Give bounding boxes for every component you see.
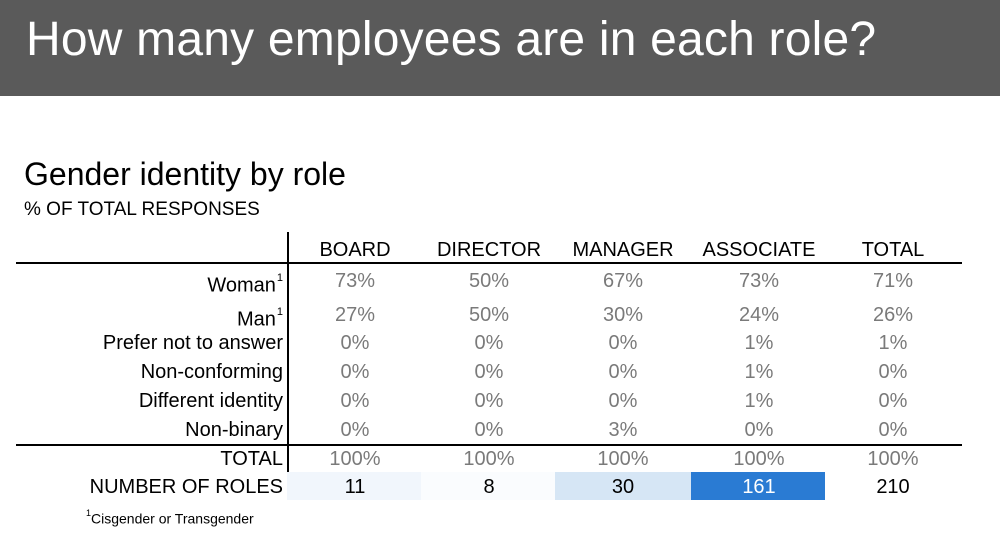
roles-row-label: NUMBER OF ROLES xyxy=(89,476,283,498)
total-cell: 100% xyxy=(867,448,919,470)
table-cell: 73% xyxy=(334,270,376,292)
column-header-board: BOARD xyxy=(319,239,391,261)
table-cell: 0% xyxy=(474,361,504,383)
page-title: How many employees are in each role? xyxy=(26,13,877,66)
table-cell: 0% xyxy=(340,419,370,441)
table-cell: 0% xyxy=(340,390,370,412)
heat-cell xyxy=(555,472,691,500)
roles-count-cell: 30 xyxy=(611,476,635,498)
section-title: Gender identity by role xyxy=(24,156,346,192)
table-cell: 0% xyxy=(474,419,504,441)
table-cell: 0% xyxy=(608,361,638,383)
total-cell: 100% xyxy=(463,448,515,470)
table-cell: 0% xyxy=(340,361,370,383)
table-cell: 71% xyxy=(872,270,914,292)
table-cell: 0% xyxy=(608,390,638,412)
table-cell: 50% xyxy=(468,304,510,326)
row-label: Prefer not to answer xyxy=(103,331,283,355)
heat-cell xyxy=(825,472,961,500)
row-label: Non-conforming xyxy=(141,360,283,384)
table-vertical-divider xyxy=(287,232,289,500)
roles-count-cell: 210 xyxy=(876,476,910,498)
column-header-total: TOTAL xyxy=(861,239,925,261)
column-header-manager: MANAGER xyxy=(572,239,674,261)
column-header-associate: ASSOCIATE xyxy=(702,239,816,261)
table-cell: 1% xyxy=(744,361,774,383)
table-cell: 0% xyxy=(878,419,908,441)
section-subtitle: % OF TOTAL RESPONSES xyxy=(24,199,260,220)
column-header-director: DIRECTOR xyxy=(436,239,542,261)
row-label-text: Man xyxy=(236,308,276,331)
table-cell: 24% xyxy=(738,304,780,326)
roles-count-cell: 161 xyxy=(742,476,776,498)
footnote-marker: 1 xyxy=(276,306,283,318)
footnote-marker: 1 xyxy=(86,508,92,518)
row-label: Different identity xyxy=(139,389,283,413)
heat-cell xyxy=(691,472,827,500)
table-cell: 67% xyxy=(602,270,644,292)
row-label: Woman1 xyxy=(207,269,283,298)
row-label-text: Non-conforming xyxy=(140,361,283,383)
table-cell: 0% xyxy=(878,361,908,383)
title-banner: How many employees are in each role? xyxy=(0,0,1000,96)
total-cell: 100% xyxy=(597,448,649,470)
table-cell: 1% xyxy=(744,390,774,412)
table-cell: 26% xyxy=(872,304,914,326)
row-label-text: Different identity xyxy=(138,390,283,412)
row-label-text: Prefer not to answer xyxy=(102,332,283,354)
table-cell: 0% xyxy=(340,332,370,354)
footnote-text: Cisgender or Transgender xyxy=(91,510,254,527)
table-cell: 3% xyxy=(608,419,638,441)
row-label: Non-binary xyxy=(185,418,283,442)
table-cell: 0% xyxy=(878,390,908,412)
total-divider xyxy=(16,444,962,446)
row-label: Man1 xyxy=(237,303,283,332)
total-cell: 100% xyxy=(329,448,381,470)
row-label-text: Woman xyxy=(207,274,276,297)
heat-cell xyxy=(287,472,423,500)
footnote: 1Cisgender or Transgender xyxy=(86,508,254,527)
roles-count-cell: 8 xyxy=(483,476,495,498)
header-divider xyxy=(16,262,962,264)
table-cell: 0% xyxy=(474,390,504,412)
heat-cell xyxy=(421,472,557,500)
table-cell: 27% xyxy=(334,304,376,326)
table-cell: 1% xyxy=(744,332,774,354)
table-cell: 0% xyxy=(474,332,504,354)
table-cell: 30% xyxy=(602,304,644,326)
row-label-text: Non-binary xyxy=(185,419,283,441)
table-cell: 0% xyxy=(744,419,774,441)
roles-count-cell: 11 xyxy=(344,476,366,498)
total-row-label: TOTAL xyxy=(220,448,283,470)
footnote-marker: 1 xyxy=(276,272,283,284)
table-cell: 73% xyxy=(738,270,780,292)
table-cell: 0% xyxy=(608,332,638,354)
total-cell: 100% xyxy=(733,448,785,470)
table-cell: 1% xyxy=(878,332,908,354)
table-cell: 50% xyxy=(468,270,510,292)
